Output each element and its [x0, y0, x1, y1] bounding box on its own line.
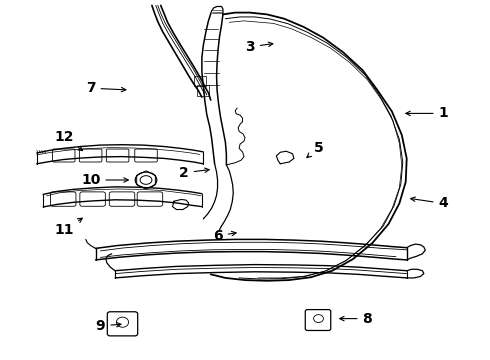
Text: 11: 11	[54, 218, 82, 237]
Text: 1: 1	[406, 107, 448, 120]
Text: 2: 2	[179, 166, 209, 180]
Text: 12: 12	[54, 130, 82, 150]
Text: 4: 4	[411, 197, 448, 210]
Text: 8: 8	[340, 312, 372, 325]
Text: 6: 6	[213, 229, 236, 243]
Text: 9: 9	[96, 319, 121, 333]
Text: 7: 7	[86, 81, 126, 95]
Text: 5: 5	[307, 141, 323, 158]
Text: 10: 10	[81, 173, 128, 187]
Text: 3: 3	[245, 40, 273, 54]
